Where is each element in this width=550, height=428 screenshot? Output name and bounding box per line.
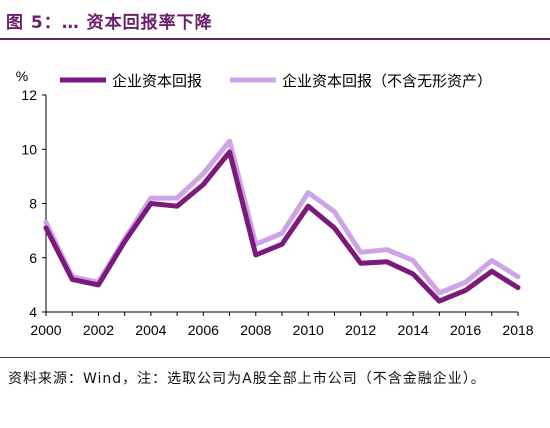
- y-axis-unit-label: %: [16, 68, 28, 84]
- legend-label-2: 企业资本回报（不含无形资产）: [282, 72, 492, 90]
- y-tick-label: 6: [29, 250, 37, 266]
- figure-title: 图 5：… 资本回报率下降: [6, 13, 213, 33]
- chart-axes: 4 6 8 10 12% 2000 2002 2004 2006 2008 2010 2012 2014…: [16, 68, 534, 338]
- line-chart: 企业资本回报 企业资本回报（不含无形资产） 4 6 8 10 12% 2000 2002 200…: [16, 68, 534, 338]
- chart-series: [43, 138, 521, 304]
- x-tick-label: 2002: [83, 322, 114, 338]
- chart-legend: 企业资本回报 企业资本回报（不含无形资产）: [60, 72, 492, 90]
- x-tick-label: 2004: [135, 322, 166, 338]
- x-tick-label: 2016: [450, 322, 481, 338]
- x-tick-label: 2008: [240, 322, 271, 338]
- x-tick-label: 2018: [502, 322, 533, 338]
- series-line-1: [43, 149, 521, 304]
- x-tick-label: 2000: [30, 322, 61, 338]
- series-line-2: [43, 138, 521, 296]
- source-note: 资料来源：Wind，注：选取公司为A股全部上市公司（不含金融企业）。: [8, 371, 486, 387]
- y-tick-label: 8: [29, 196, 37, 212]
- x-tick-label: 2014: [398, 322, 429, 338]
- x-tick-label: 2010: [293, 322, 324, 338]
- y-tick-label: 10: [21, 141, 37, 157]
- y-tick-label: 4: [29, 304, 37, 320]
- x-tick-label: 2012: [345, 322, 376, 338]
- title-underline: [0, 38, 550, 40]
- figure-header: 图 5：… 资本回报率下降: [0, 0, 550, 40]
- x-tick-label: 2006: [188, 322, 219, 338]
- y-tick-label: 12: [21, 87, 37, 103]
- legend-label-1: 企业资本回报: [112, 72, 202, 90]
- source-divider: [0, 357, 550, 358]
